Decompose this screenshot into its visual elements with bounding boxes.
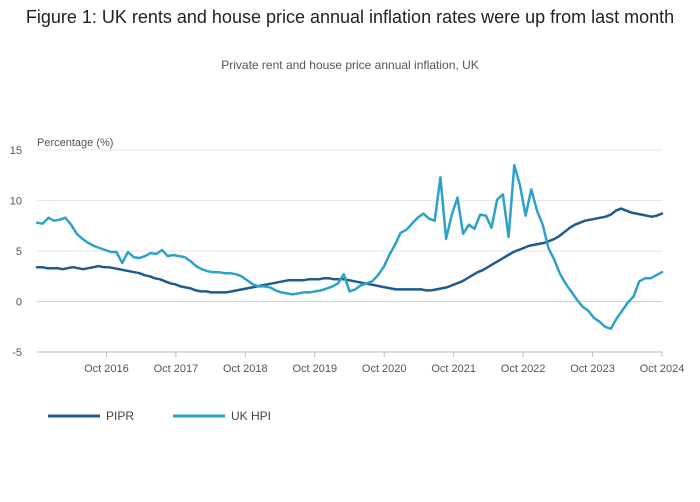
x-tick-label: Oct 2017 [154,363,199,375]
series-line-uk-hpi [35,163,664,331]
gridlines [37,149,662,353]
y-tick-label: 15 [10,145,22,157]
y-tick-label: 0 [16,297,22,309]
y-tick-label: 10 [10,196,22,208]
x-axis: Oct 2016 Oct 2017 Oct 2018 Oct 2019 Oct 2020… [37,351,685,375]
x-tick-label: Oct 2021 [431,363,476,375]
series-lines [35,163,664,331]
x-tick-label: Oct 2019 [292,363,337,375]
x-tick-label: Oct 2022 [501,363,546,375]
x-tick-label: Oct 2023 [570,363,615,375]
chart-title: Figure 1: UK rents and house price annua… [25,7,675,27]
series-line-pipr [35,207,664,294]
x-tick-label: Oct 2024 [640,363,685,375]
x-tick-label: Oct 2020 [362,363,407,375]
legend: PIPR UK HPI [48,409,271,423]
legend-label: UK HPI [231,409,271,423]
chart-subtitle: Private rent and house price annual infl… [221,58,479,72]
x-tick-label: Oct 2016 [84,363,129,375]
x-tick-label: Oct 2018 [223,363,268,375]
y-tick-label: -5 [12,347,22,359]
y-axis-label: Percentage (%) [37,137,113,149]
legend-label: PIPR [106,409,134,423]
y-axis-ticks: 15 10 5 0 -5 [10,145,22,359]
y-tick-label: 5 [16,246,22,258]
